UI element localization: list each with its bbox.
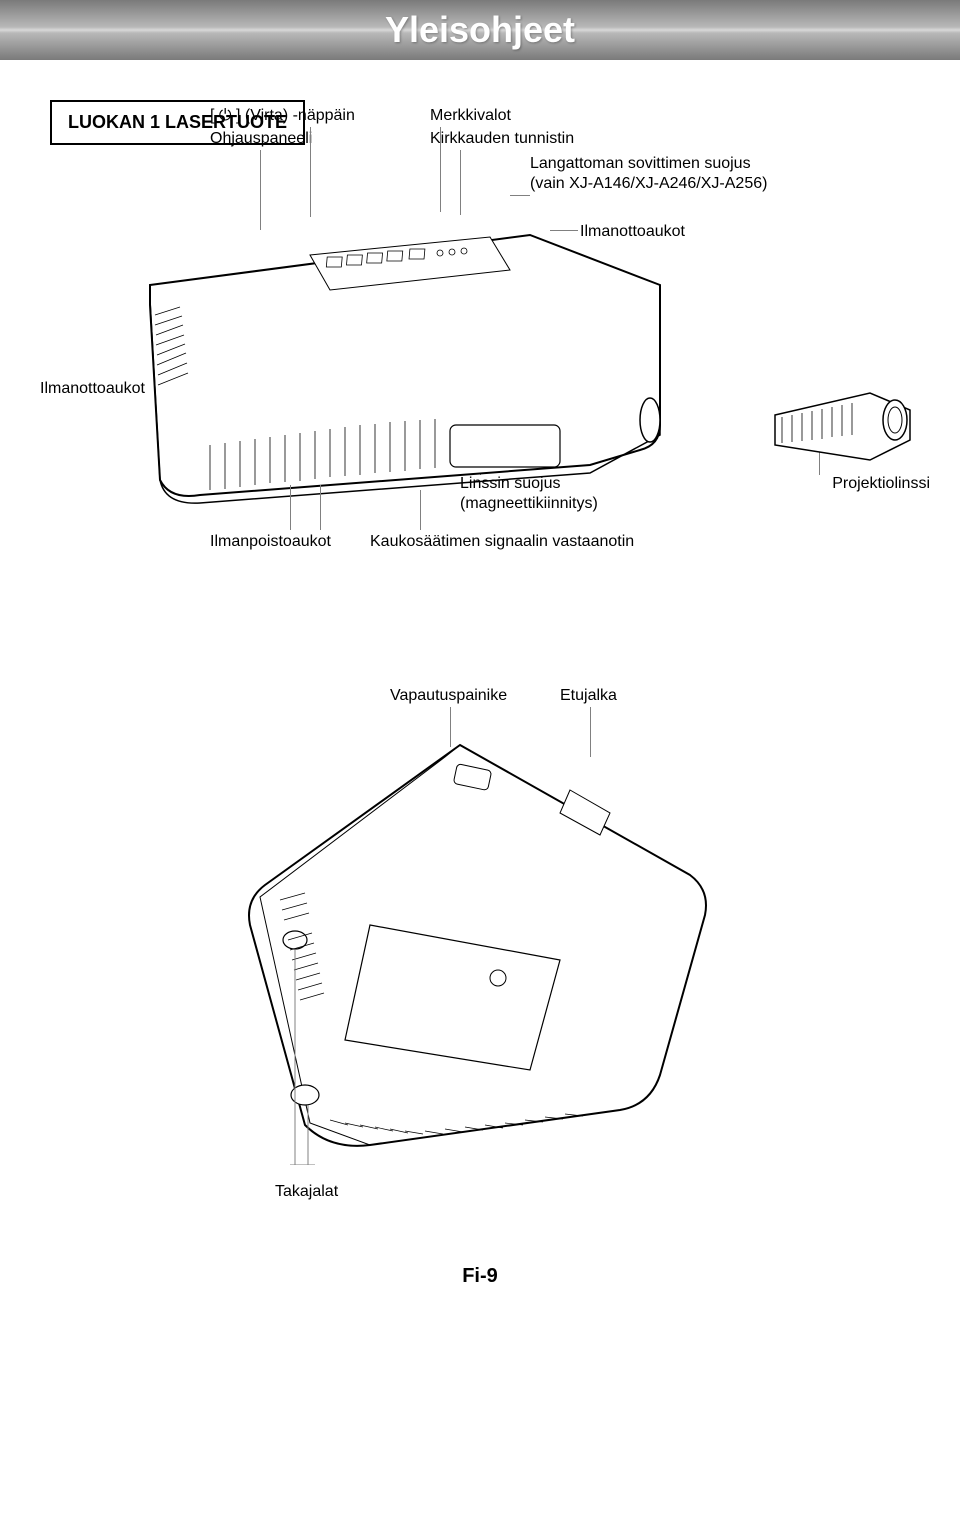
- bottom-diagram-area: Vapautuspainike Etujalka: [0, 675, 960, 1225]
- leader-line: [440, 127, 441, 212]
- label-langattoman-2: (vain XJ-A146/XJ-A246/XJ-A256): [530, 175, 767, 193]
- label-etujalka: Etujalka: [560, 687, 617, 705]
- lens-detail-icon: [770, 385, 920, 475]
- title-banner: Yleisohjeet: [0, 0, 960, 60]
- label-merkkivalot: Merkkivalot: [430, 107, 511, 125]
- label-kauko: Kaukosäätimen signaalin vastaanotin: [370, 533, 634, 551]
- label-takajalat: Takajalat: [275, 1183, 338, 1201]
- label-kirkkauden: Kirkkauden tunnistin: [430, 130, 574, 148]
- leader-line: [510, 195, 530, 196]
- projector-bottom-view-icon: [230, 725, 730, 1165]
- label-ilmanpoisto: Ilmanpoistoaukot: [210, 533, 331, 551]
- label-projektio: Projektiolinssi: [832, 475, 930, 493]
- leader-line: [290, 485, 291, 530]
- page-title: Yleisohjeet: [385, 9, 575, 51]
- label-virta: [ ⏻ ] (Virta) -näppäin: [210, 107, 355, 125]
- label-langattoman-1: Langattoman sovittimen suojus: [530, 155, 751, 173]
- leader-line: [260, 150, 261, 230]
- label-vapautus: Vapautuspainike: [390, 687, 507, 705]
- leader-line: [320, 485, 321, 530]
- label-ohjauspaneeli: Ohjauspaneeli: [210, 130, 312, 148]
- top-diagram-area: [ ⏻ ] (Virta) -näppäin Merkkivalot Ohjau…: [0, 155, 960, 655]
- leader-line: [420, 490, 421, 530]
- projector-top-view-icon: [130, 225, 690, 565]
- leader-line: [460, 150, 461, 215]
- page-footer: Fi-9: [0, 1265, 960, 1318]
- leader-line: [310, 127, 311, 217]
